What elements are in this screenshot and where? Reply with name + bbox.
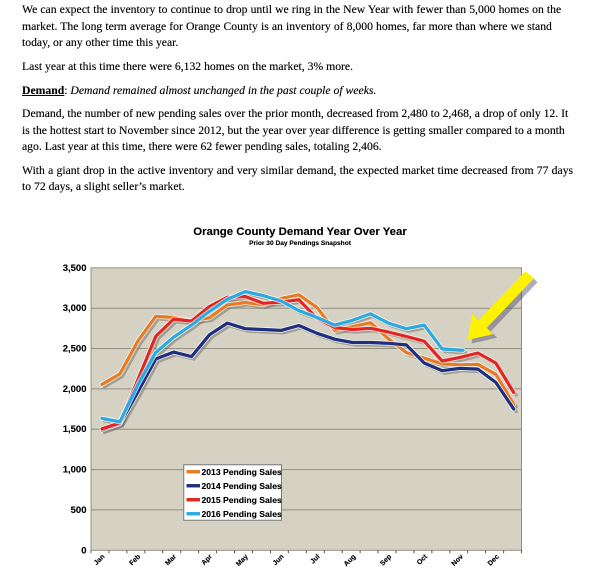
svg-text:1,000: 1,000: [63, 465, 87, 476]
svg-text:May: May: [235, 553, 250, 568]
svg-text:Sep: Sep: [379, 553, 393, 567]
svg-text:500: 500: [71, 505, 87, 516]
svg-text:Feb: Feb: [128, 553, 142, 567]
svg-text:Nov: Nov: [451, 553, 465, 567]
svg-text:Jul: Jul: [309, 553, 321, 565]
svg-text:2013 Pending Sales: 2013 Pending Sales: [202, 467, 282, 477]
svg-text:Apr: Apr: [201, 553, 215, 567]
svg-text:Orange County Demand Year Over: Orange County Demand Year Over Year: [193, 226, 407, 238]
svg-text:Dec: Dec: [487, 553, 501, 567]
svg-text:Jan: Jan: [93, 553, 106, 566]
svg-text:Mar: Mar: [164, 553, 178, 567]
svg-text:Aug: Aug: [343, 553, 358, 568]
svg-text:Oct: Oct: [416, 553, 430, 567]
svg-text:0: 0: [81, 545, 86, 556]
svg-text:2,000: 2,000: [63, 384, 87, 395]
svg-text:2,500: 2,500: [63, 344, 87, 355]
svg-text:Prior 30 Day Pendings Snapshot: Prior 30 Day Pendings Snapshot: [249, 240, 352, 247]
svg-text:1,500: 1,500: [63, 424, 87, 435]
svg-text:Jun: Jun: [272, 553, 286, 567]
svg-text:2015 Pending Sales: 2015 Pending Sales: [202, 495, 282, 505]
svg-text:2016 Pending Sales: 2016 Pending Sales: [202, 509, 282, 519]
svg-text:3,000: 3,000: [63, 303, 87, 314]
svg-text:3,500: 3,500: [63, 263, 87, 274]
svg-text:2014 Pending Sales: 2014 Pending Sales: [202, 481, 282, 491]
